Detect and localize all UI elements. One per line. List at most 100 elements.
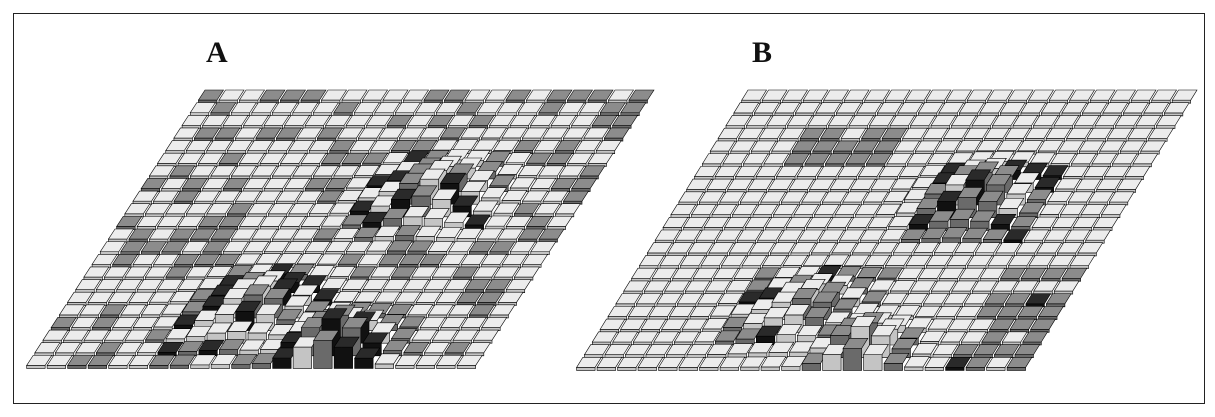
surface-block (946, 255, 973, 269)
surface-block (999, 102, 1026, 117)
surface-block (128, 355, 155, 369)
surface-block (108, 355, 135, 369)
surface-block (1061, 267, 1088, 282)
surface-block (128, 291, 155, 306)
surface-block (709, 140, 736, 155)
surface-block (509, 241, 536, 256)
surface-block (415, 355, 442, 369)
surface-block (87, 291, 114, 306)
surface-block (386, 240, 413, 256)
panel-label-b: B (752, 36, 773, 69)
surface-block (374, 225, 401, 243)
surface-block (259, 216, 286, 230)
surface-block (210, 354, 237, 369)
surface-block (1124, 166, 1151, 180)
surface-block (842, 338, 869, 371)
surface-block (921, 227, 948, 244)
surface-block (738, 127, 764, 142)
surface-block (722, 316, 749, 333)
surface-block (804, 153, 831, 168)
surface-block (678, 356, 705, 371)
surface-block (1006, 356, 1033, 371)
surface-block (468, 241, 495, 256)
surface-block (854, 204, 881, 219)
surface-block (986, 356, 1012, 371)
surface-block (917, 102, 944, 117)
surface-block (251, 228, 278, 243)
surface-block (452, 329, 479, 344)
surface-block (736, 229, 763, 244)
surface-block (42, 329, 69, 344)
surface-block (435, 291, 463, 306)
surface-block (210, 228, 237, 243)
surface-block (775, 166, 802, 180)
surface-block (423, 89, 450, 104)
surface-block (251, 353, 278, 369)
surface-block (197, 89, 225, 104)
surface-block (394, 225, 422, 243)
surface-block (1148, 127, 1174, 142)
surface-block (883, 191, 910, 206)
surface-block (313, 330, 340, 369)
surface-block (954, 242, 981, 257)
surface-block (571, 178, 598, 192)
surface-block (148, 165, 175, 180)
surface-block (974, 242, 1001, 257)
surface-block (149, 354, 176, 369)
surface-block (156, 152, 184, 167)
surface-block (382, 89, 409, 104)
surface-block (440, 253, 467, 268)
surface-block (658, 356, 684, 371)
surface-block (333, 336, 360, 369)
surface-block (1100, 204, 1127, 219)
surface-block (284, 241, 311, 256)
surface-block (238, 89, 266, 104)
surface-block (667, 242, 694, 257)
surface-block (144, 329, 172, 344)
surface-block (576, 356, 602, 371)
surface-block (1045, 293, 1072, 308)
surface-block (1014, 344, 1041, 359)
surface-block (740, 356, 766, 371)
surface-block (308, 203, 335, 218)
surface-block (904, 356, 930, 371)
surface-block (1108, 191, 1135, 206)
surface-block (1102, 102, 1129, 117)
surface-block (968, 318, 995, 333)
surface-block (719, 356, 746, 371)
surface-block (481, 317, 508, 331)
surface-block (67, 355, 94, 369)
surface-block (489, 241, 516, 256)
surface-block (485, 279, 512, 293)
surface-block (786, 115, 813, 129)
surface-block (973, 344, 1000, 359)
surface-block (919, 330, 946, 346)
surface-block (354, 347, 381, 369)
surface-block (596, 356, 623, 371)
surface-block (684, 280, 711, 295)
surface-block (148, 291, 176, 306)
surface-block (357, 127, 385, 142)
surface-block (436, 355, 463, 369)
surface-block (913, 242, 940, 257)
surface-block (1062, 165, 1089, 180)
surface-block (624, 344, 651, 359)
surface-block (566, 89, 594, 104)
surface-block (774, 102, 801, 117)
surface-block (692, 267, 719, 282)
surface-block (801, 352, 828, 371)
surface-block (924, 356, 951, 371)
surface-block (772, 204, 799, 219)
surface-block (231, 354, 258, 369)
surface-block (1163, 102, 1190, 117)
surface-block (517, 165, 544, 180)
surface-block (727, 343, 754, 359)
surface-block (91, 253, 118, 268)
surface-block (679, 255, 706, 269)
surface-block (1077, 242, 1104, 257)
surface-block (26, 355, 53, 369)
surface-block (1041, 267, 1067, 282)
surface-block (962, 227, 989, 244)
surface-block (883, 353, 910, 371)
